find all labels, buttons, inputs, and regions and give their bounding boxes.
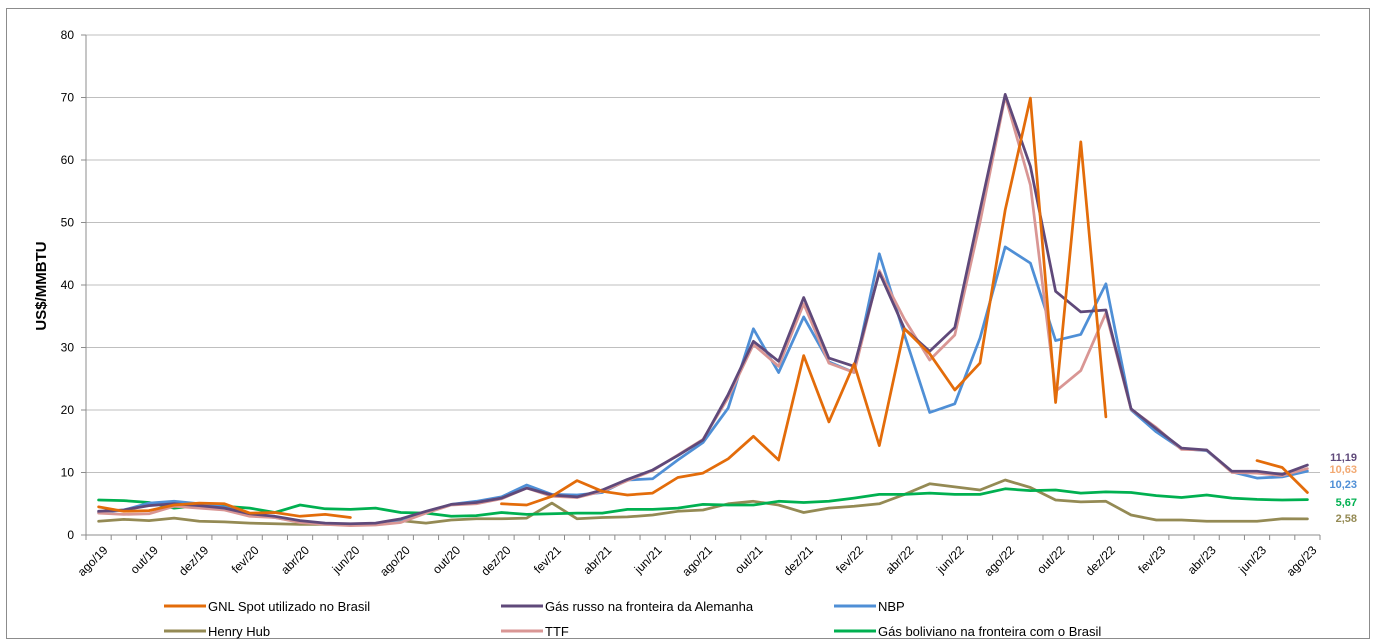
x-tick-label: jun/21 [631,543,665,577]
x-tick-label: jun/20 [329,543,363,577]
series-line-1 [97,93,1309,526]
x-tick-label: out/19 [128,543,162,577]
x-tick-label: dez/19 [176,543,212,579]
x-tick-label: ago/22 [981,543,1017,579]
legend-label: TTF [545,624,569,639]
y-axis-ticks: 0 10 20 30 40 50 60 70 80 [61,28,75,542]
end-label: 10,23 [1329,479,1357,491]
x-tick-label: ago/19 [75,543,111,579]
x-tick-label: abr/21 [580,543,614,577]
y-tick-label: 10 [61,466,75,480]
x-tick-label: dez/21 [780,543,816,579]
x-tick-label: out/22 [1034,543,1068,577]
end-label: 2,58 [1336,513,1357,525]
series-line-0 [97,96,1309,519]
x-tick-label: ago/20 [377,543,413,579]
series-lines [97,93,1309,527]
legend-label: GNL Spot utilizado no Brasil [208,599,370,614]
end-label: 10,63 [1329,464,1357,476]
x-tick-label: dez/22 [1083,543,1119,579]
x-tick-label: jun/23 [1235,543,1269,577]
x-tick-label: fev/20 [229,543,262,576]
x-tick-label: dez/20 [478,543,514,579]
x-tick-label: abr/20 [278,543,312,577]
legend-label: Gás boliviano na fronteira com o Brasil [878,624,1101,639]
y-tick-label: 40 [61,278,75,292]
end-label: 5,67 [1336,497,1357,509]
x-tick-label: jun/22 [933,543,967,577]
gridlines [81,34,1321,540]
y-tick-label: 60 [61,153,75,167]
series-line-5 [97,487,1309,518]
y-tick-label: 80 [61,28,75,42]
legend-label: NBP [878,599,905,614]
end-label: 11,19 [1330,452,1357,464]
x-tick-label: out/20 [430,543,464,577]
legend: GNL Spot utilizado no Brasil Gás russo na… [164,599,1101,639]
legend-label: Gás russo na fronteira da Alemanha [545,599,754,614]
x-tick-label: fev/21 [531,543,564,576]
y-tick-label: 20 [61,403,75,417]
x-tick-label: out/21 [732,543,766,577]
legend-label: Henry Hub [208,624,270,639]
series-line-3 [97,478,1309,527]
y-tick-label: 0 [67,528,74,542]
x-tick-label: fev/22 [833,543,866,576]
x-tick-label: abr/23 [1185,543,1219,577]
y-axis-label: US$/MMBTU [33,241,50,330]
x-tick-label: abr/22 [883,543,917,577]
y-tick-label: 30 [61,341,75,355]
x-tick-label: ago/21 [679,543,715,579]
x-tick-label: fev/23 [1135,543,1168,576]
x-tick-label: ago/23 [1284,543,1320,579]
series-line-4 [97,94,1309,527]
y-tick-label: 70 [61,91,75,105]
x-axis-ticks: ago/19 out/19 dez/19 fev/20 abr/20 jun/20 ago/… [75,543,1320,579]
y-tick-label: 50 [61,216,75,230]
chart-frame [6,8,1370,639]
